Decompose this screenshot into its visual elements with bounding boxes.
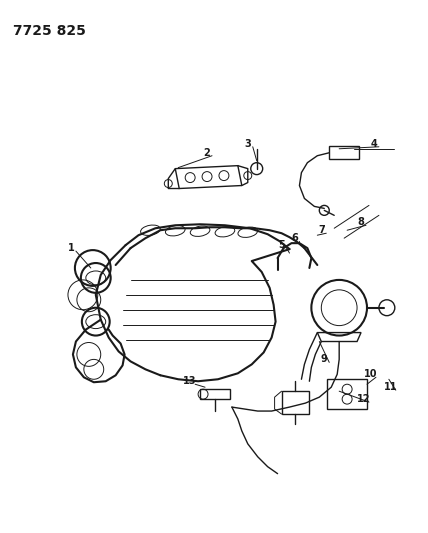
Text: 7: 7 — [318, 225, 325, 235]
Text: 1: 1 — [68, 243, 74, 253]
Text: 5: 5 — [278, 240, 285, 250]
Text: 10: 10 — [364, 369, 378, 379]
Text: 13: 13 — [184, 376, 197, 386]
Text: 2: 2 — [204, 148, 211, 158]
Text: 8: 8 — [358, 217, 365, 227]
Text: 11: 11 — [384, 382, 398, 392]
Text: 12: 12 — [357, 394, 371, 404]
Text: 6: 6 — [291, 233, 298, 243]
Text: 7725 825: 7725 825 — [13, 23, 86, 38]
Text: 4: 4 — [371, 139, 377, 149]
Text: 9: 9 — [321, 354, 328, 365]
Text: 3: 3 — [244, 139, 251, 149]
